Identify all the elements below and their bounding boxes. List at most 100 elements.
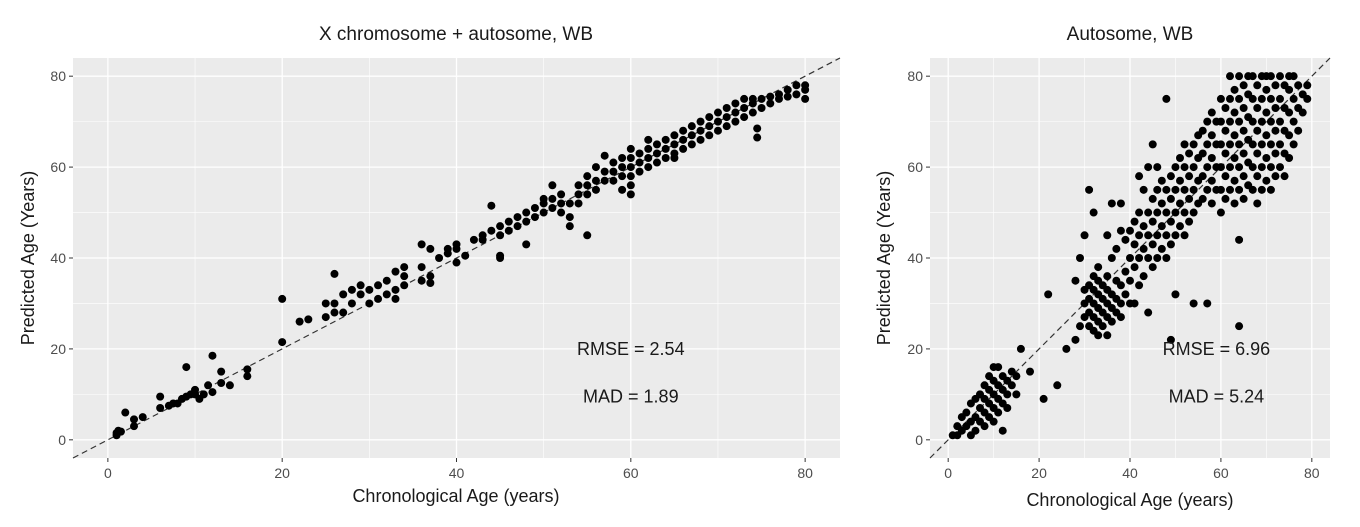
data-point	[1285, 154, 1294, 162]
data-point	[225, 381, 234, 390]
data-point	[1171, 231, 1180, 240]
data-point	[1157, 222, 1166, 231]
data-point	[626, 154, 635, 162]
data-point	[565, 222, 574, 231]
data-point	[609, 176, 618, 185]
data-point	[705, 131, 714, 140]
data-point	[116, 427, 125, 436]
data-point	[417, 263, 426, 272]
data-point	[1107, 199, 1116, 208]
data-point	[1176, 176, 1184, 185]
data-point	[626, 181, 635, 190]
data-point	[339, 290, 348, 299]
data-point	[1189, 163, 1198, 172]
data-point	[347, 285, 356, 294]
data-point	[713, 126, 722, 135]
data-point	[1180, 185, 1189, 194]
rmse-annotation-right: RMSE = 6.96	[1163, 339, 1271, 359]
data-point	[635, 158, 644, 167]
data-point	[652, 140, 661, 149]
data-point	[994, 408, 1003, 417]
data-point	[1116, 313, 1125, 322]
data-point	[182, 363, 191, 372]
x-tick-label: 20	[274, 465, 290, 481]
data-point	[1235, 72, 1244, 81]
data-point	[583, 190, 592, 199]
data-point	[1148, 140, 1157, 149]
data-point	[1180, 163, 1189, 172]
x-tick-label: 20	[1031, 465, 1047, 481]
data-point	[1116, 199, 1125, 208]
data-point	[356, 290, 365, 299]
data-point	[130, 415, 139, 424]
data-point	[1139, 222, 1148, 231]
data-point	[1262, 176, 1271, 185]
data-point	[998, 426, 1007, 435]
data-point	[1107, 317, 1116, 326]
data-point	[1271, 149, 1280, 158]
data-point	[1157, 199, 1166, 208]
data-point	[962, 408, 971, 417]
data-point	[574, 190, 583, 199]
data-point	[1230, 131, 1239, 140]
data-point	[1126, 226, 1134, 235]
data-point	[1153, 254, 1162, 262]
data-point	[618, 163, 627, 172]
data-point	[1180, 208, 1189, 217]
data-point	[652, 149, 661, 158]
data-point	[1248, 117, 1257, 126]
data-point	[1203, 185, 1212, 194]
data-point	[356, 281, 365, 290]
data-point	[1135, 231, 1144, 240]
data-point	[530, 213, 539, 222]
data-point	[1003, 404, 1012, 412]
data-point	[1239, 104, 1248, 112]
data-point	[696, 117, 705, 126]
y-axis-label-left: Predicted Age (Years)	[18, 171, 38, 345]
x-tick-label: 80	[797, 465, 813, 481]
data-point	[321, 299, 330, 308]
data-point	[1171, 208, 1180, 217]
data-point	[1266, 117, 1275, 126]
data-point	[382, 290, 391, 299]
data-point	[1121, 267, 1130, 276]
data-point	[731, 117, 740, 126]
data-point	[1253, 149, 1262, 158]
data-point	[1071, 276, 1080, 285]
data-point	[626, 172, 635, 181]
data-point	[1235, 140, 1244, 149]
y-tick-label: 80	[50, 68, 66, 84]
data-point	[1226, 140, 1234, 149]
x-tick-label: 40	[449, 465, 465, 481]
data-point	[618, 185, 627, 194]
data-point	[801, 81, 810, 90]
data-point	[138, 413, 147, 422]
data-point	[1180, 140, 1189, 149]
data-point	[1276, 117, 1284, 126]
data-point	[591, 185, 600, 194]
data-point	[1007, 381, 1016, 390]
data-point	[1089, 208, 1098, 217]
data-point	[679, 135, 688, 144]
data-point	[1148, 263, 1157, 272]
data-point	[208, 351, 217, 360]
data-point	[496, 222, 505, 231]
data-point	[1126, 276, 1134, 285]
data-point	[1148, 194, 1157, 203]
data-point	[1221, 172, 1230, 181]
data-point	[687, 122, 696, 131]
data-point	[1144, 231, 1153, 240]
data-point	[1257, 163, 1266, 172]
data-point	[548, 194, 557, 203]
data-point	[1226, 185, 1234, 194]
data-point	[1103, 331, 1112, 340]
data-point	[1189, 140, 1198, 149]
data-point	[1176, 154, 1184, 162]
data-point	[374, 294, 383, 303]
data-point	[1221, 104, 1230, 112]
data-point	[1230, 108, 1239, 117]
data-point	[330, 308, 339, 317]
data-point	[1230, 176, 1239, 185]
data-point	[670, 140, 679, 149]
data-point	[1166, 217, 1175, 226]
